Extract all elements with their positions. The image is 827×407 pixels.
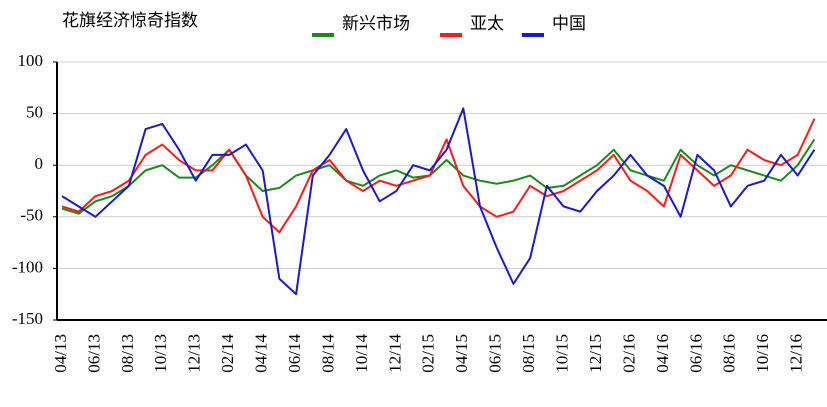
x-tick-label: 10/15 <box>553 334 572 373</box>
x-tick-label: 12/13 <box>185 334 204 373</box>
x-tick-label: 04/14 <box>252 334 271 373</box>
y-tick-label: 100 <box>18 51 44 70</box>
x-tick-label: 10/14 <box>352 334 371 373</box>
x-tick-label: 08/15 <box>519 334 538 373</box>
x-tick-label: 04/15 <box>452 334 471 373</box>
x-tick-label: 10/13 <box>151 334 170 373</box>
x-tick-label: 10/16 <box>753 334 772 373</box>
x-tick-label: 08/16 <box>720 334 739 373</box>
x-tick-label: 06/13 <box>84 334 103 373</box>
legend-label: 新兴市场 <box>342 14 410 33</box>
legend-label: 中国 <box>552 14 586 33</box>
y-tick-label: -150 <box>12 309 43 328</box>
x-tick-label: 02/15 <box>419 334 438 373</box>
x-tick-label: 04/16 <box>653 334 672 373</box>
y-tick-label: 50 <box>26 103 43 122</box>
legend-label: 亚太 <box>470 14 504 33</box>
series-line <box>61 107 816 296</box>
y-tick-label: -100 <box>12 257 43 276</box>
x-tick-label: 12/14 <box>385 334 404 373</box>
chart-title: 花旗经济惊奇指数 <box>62 11 198 30</box>
x-tick-label: 06/16 <box>686 334 705 373</box>
x-tick-label: 06/15 <box>486 334 505 373</box>
x-tick-label: 06/14 <box>285 334 304 373</box>
x-tick-label: 08/13 <box>118 334 137 373</box>
series-line <box>61 138 816 215</box>
x-tick-label: 12/15 <box>586 334 605 373</box>
x-tick-label: 04/13 <box>51 334 70 373</box>
x-tick-label: 02/14 <box>218 334 237 373</box>
y-tick-label: 0 <box>35 154 44 173</box>
y-tick-label: -50 <box>20 206 43 225</box>
x-tick-label: 08/14 <box>318 334 337 373</box>
x-tick-label: 02/16 <box>619 334 638 373</box>
legend: 新兴市场 亚太 中国 <box>312 14 586 37</box>
x-tick-label: 12/16 <box>787 334 806 373</box>
